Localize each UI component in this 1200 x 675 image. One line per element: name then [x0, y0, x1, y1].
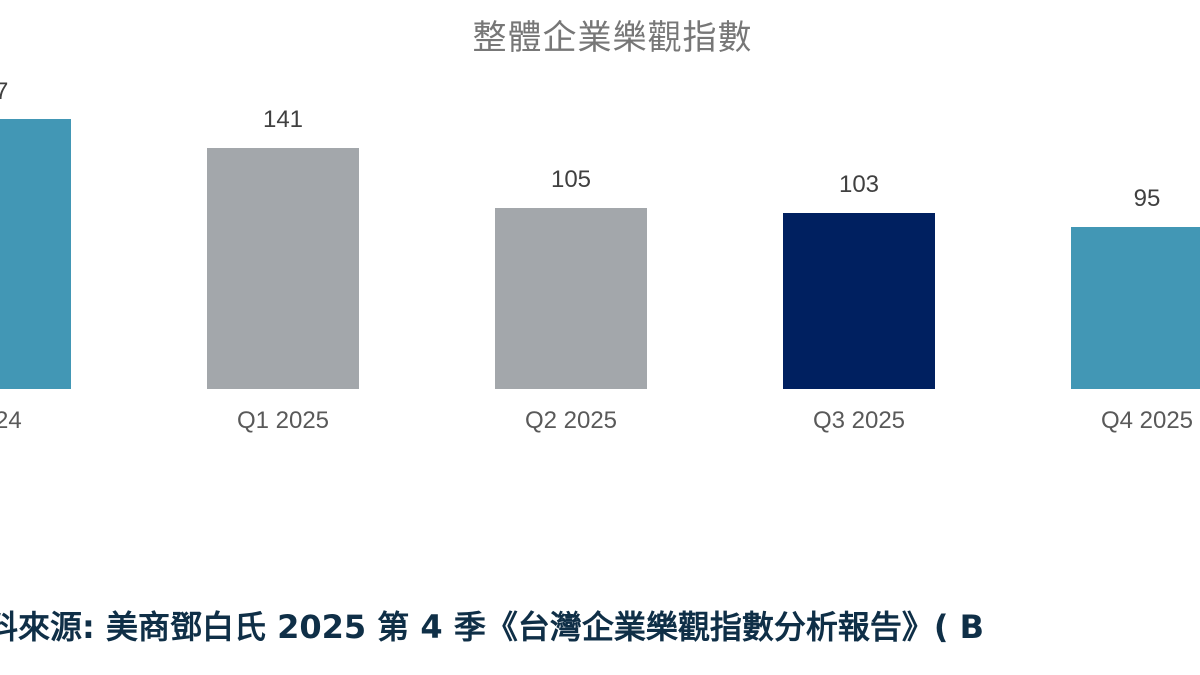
- bar-q2-2025: [495, 208, 647, 389]
- value-label: 57: [0, 78, 9, 105]
- category-label: Q2 2025: [524, 407, 618, 434]
- category-label: Q1 2025: [236, 407, 330, 434]
- source-caption: 料來源: 美商鄧白氏 2025 第 4 季《台灣企業樂觀指數分析報告》( B: [0, 608, 984, 646]
- bar-q3-2025: [783, 213, 935, 389]
- value-label: 141: [262, 106, 304, 133]
- bar-q4-2024: [0, 119, 71, 389]
- bar-q4-2025: [1071, 227, 1200, 389]
- value-label: 105: [550, 166, 592, 193]
- value-label: 103: [838, 171, 880, 198]
- category-label: Q4 2025: [1100, 407, 1194, 434]
- category-label: 2024: [0, 407, 22, 434]
- category-label: Q3 2025: [812, 407, 906, 434]
- chart-title: 整體企業樂觀指數: [472, 18, 753, 58]
- value-label: 95: [1133, 185, 1161, 212]
- bar-q1-2025: [207, 148, 359, 389]
